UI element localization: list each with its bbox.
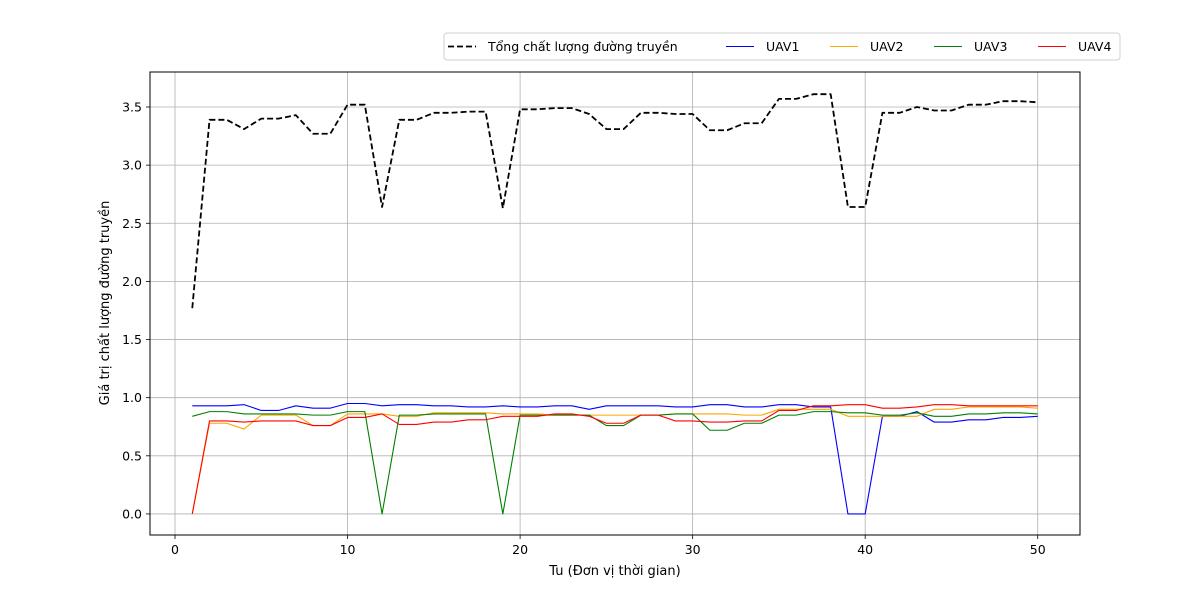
y-tick-label: 0.5: [122, 448, 142, 463]
legend-label: UAV3: [974, 39, 1007, 54]
x-tick-label: 20: [512, 542, 528, 557]
legend-label: UAV1: [766, 39, 799, 54]
y-tick-label: 0.0: [122, 506, 142, 521]
y-tick-label: 3.5: [122, 99, 142, 114]
y-tick-label: 3.0: [122, 158, 142, 173]
x-tick-label: 40: [857, 542, 873, 557]
legend-box: [443, 32, 1121, 61]
y-tick-label: 1.0: [122, 390, 142, 405]
series-line-total: [191, 93, 1038, 309]
x-tick-label: 0: [171, 542, 179, 557]
grid: [150, 72, 1080, 535]
y-tick-label: 2.5: [122, 216, 142, 231]
series-line-uav4: [191, 404, 1038, 515]
y-tick-label: 1.5: [122, 332, 142, 347]
series-line-uav3: [192, 411, 1038, 515]
legend: Tổng chất lượng đường truyền UAV1 UAV2 UAV3…: [443, 32, 1121, 61]
legend-label: UAV4: [1078, 39, 1111, 54]
y-axis-label: Giá trị chất lượng đường truyền: [98, 201, 113, 406]
plot-frame: [149, 71, 1081, 536]
legend-label: Tổng chất lượng đường truyền: [487, 39, 678, 54]
series-lines: [191, 93, 1038, 515]
x-tick-label: 30: [685, 542, 701, 557]
x-axis-label: Tu (Đơn vị thời gian): [548, 564, 680, 579]
legend-label: UAV2: [870, 39, 903, 54]
x-tick-label: 50: [1030, 542, 1046, 557]
x-tick-label: 10: [340, 542, 356, 557]
axis-ticks: 0 10 20 30 40 50 0.0 0.5 1.0 1.5 2.0 2.5 3.0 3.5: [122, 99, 1046, 557]
y-tick-label: 2.0: [122, 274, 142, 289]
